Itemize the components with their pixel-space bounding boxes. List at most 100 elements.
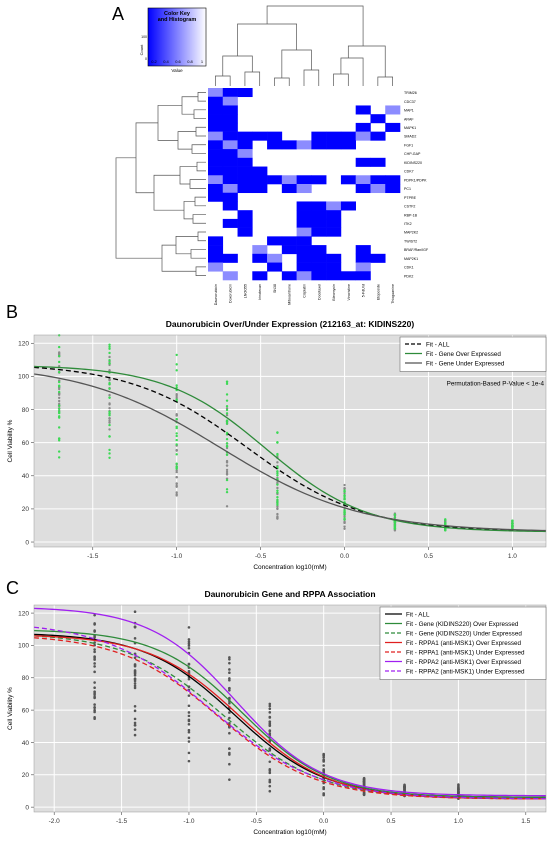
legend-entry: Fit - Gene (KIDINS220) Over Expressed xyxy=(406,621,519,628)
data-point-over xyxy=(511,522,514,526)
left-dendrogram-branch xyxy=(195,266,206,276)
data-point-over xyxy=(343,493,346,497)
color-key-xlabel: Value xyxy=(171,68,183,73)
heatmap-column-label: SN38 xyxy=(273,284,277,293)
data-point-over xyxy=(175,432,178,435)
color-key-ylabel: Count xyxy=(139,44,144,56)
color-key-ytick: 100 xyxy=(141,35,147,39)
data-point xyxy=(133,682,137,685)
heatmap-row-label: RBP-1B xyxy=(404,213,418,217)
x-tick-label: 0.0 xyxy=(319,818,328,825)
data-point xyxy=(93,695,96,699)
data-point xyxy=(268,760,272,764)
data-point xyxy=(228,656,231,659)
x-tick-label: 0.5 xyxy=(387,818,396,825)
left-dendrogram-branch xyxy=(157,105,182,141)
data-point xyxy=(187,759,191,763)
data-point-over xyxy=(57,354,61,358)
heatmap-cell xyxy=(267,236,283,246)
heatmap-row-label: PC1 xyxy=(404,187,411,191)
data-point-over xyxy=(175,467,178,470)
data-point xyxy=(187,728,191,732)
data-point-under xyxy=(57,399,61,403)
color-key-title: Color Key xyxy=(164,11,191,17)
data-point xyxy=(187,722,191,726)
data-point-over xyxy=(393,526,397,530)
heatmap-cell xyxy=(281,184,297,194)
heatmap-cell xyxy=(222,157,238,167)
data-point xyxy=(133,686,137,690)
data-point xyxy=(322,768,325,771)
heatmap-row-label: FGF1 xyxy=(404,143,413,147)
legend-entry: Fit - Gene (KIDINS220) Under Expressed xyxy=(406,630,522,637)
fit-curve xyxy=(33,626,547,800)
data-point xyxy=(228,711,231,714)
data-point xyxy=(268,768,272,771)
heatmap-cell xyxy=(222,201,238,211)
data-point xyxy=(133,709,137,713)
top-dendrogram-branch xyxy=(333,73,349,86)
heatmap-cell xyxy=(385,175,401,185)
heatmap-row-label: MAP1 xyxy=(404,109,414,113)
heatmap-cell xyxy=(370,253,386,263)
data-point-under xyxy=(108,419,111,423)
data-point-over xyxy=(343,489,346,492)
data-point xyxy=(228,678,231,682)
heatmap-row-label: CDK7 xyxy=(404,170,414,174)
data-point-over xyxy=(225,490,229,494)
legend-entry: Fit - Gene Over Expressed xyxy=(426,351,501,358)
heatmap-cell xyxy=(267,262,283,272)
data-point-under xyxy=(225,461,229,464)
panel-c-label: C xyxy=(6,578,19,598)
data-point-over xyxy=(175,434,178,438)
heatmap-cell xyxy=(237,157,253,167)
data-point xyxy=(228,721,231,725)
heatmap-cell xyxy=(208,236,224,246)
left-dendrogram-branch xyxy=(161,244,188,272)
data-point-under xyxy=(175,491,178,494)
heatmap-cell xyxy=(267,131,283,141)
data-point xyxy=(93,686,96,690)
data-point xyxy=(133,679,137,683)
data-point xyxy=(187,669,191,673)
heatmap-cell xyxy=(237,166,253,176)
data-point xyxy=(457,785,460,789)
legend-entry: Fit - ALL xyxy=(406,611,430,618)
data-point xyxy=(362,777,366,781)
data-point-over xyxy=(276,483,279,486)
data-point-over xyxy=(276,474,279,477)
heatmap-cell xyxy=(296,184,312,194)
data-point xyxy=(268,732,272,735)
data-point-over xyxy=(175,398,178,401)
data-point-over xyxy=(225,412,229,415)
y-tick-label: 20 xyxy=(22,772,30,779)
data-point-over xyxy=(343,511,346,514)
data-point-over xyxy=(175,384,178,387)
heatmap-cell xyxy=(340,271,356,281)
data-point-over xyxy=(175,369,178,372)
data-point-over xyxy=(225,431,229,435)
data-point xyxy=(133,610,137,614)
heatmap-cell xyxy=(208,166,224,176)
data-point xyxy=(187,711,191,714)
panel-a-label: A xyxy=(112,4,125,24)
y-tick-label: 60 xyxy=(22,440,30,447)
data-point xyxy=(268,702,272,706)
data-point xyxy=(93,693,96,697)
data-point xyxy=(133,656,137,660)
data-point xyxy=(133,721,137,725)
data-point-under xyxy=(57,351,61,354)
data-point-over xyxy=(393,516,397,519)
heatmap-cell xyxy=(237,175,253,185)
heatmap-cell xyxy=(311,271,327,281)
x-tick-label: 0.0 xyxy=(340,553,349,560)
heatmap-cell xyxy=(326,271,342,281)
heatmap-cell xyxy=(237,218,253,228)
heatmap-cell xyxy=(252,271,268,281)
x-axis-label: Concentration log10(mM) xyxy=(253,564,326,571)
heatmap-cell xyxy=(296,271,312,281)
heatmap-cell xyxy=(355,157,371,167)
data-point-over xyxy=(225,442,229,445)
data-point xyxy=(228,701,231,705)
data-point-over xyxy=(225,437,229,441)
